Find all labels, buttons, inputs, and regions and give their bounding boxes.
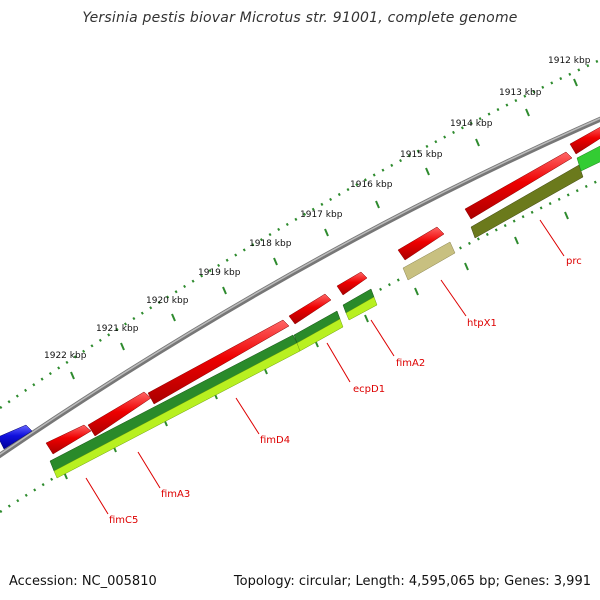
genome-summary: Topology: circular; Length: 4,595,065 bp…	[233, 574, 591, 589]
gene-label-fimA2[interactable]: fimA2	[396, 358, 425, 369]
forward-strand-genes	[0, 125, 600, 455]
gene-reverse-htpX1[interactable]	[402, 241, 456, 281]
inner-ruler-major-ticks	[63, 211, 569, 480]
gene-reverse-fimA2-shade	[345, 296, 378, 321]
gene-labels: fimC5 fimA3 fimD4 ecpD1 fimA2 htpX1 prc	[109, 256, 582, 526]
scale-label: 1913 kbp	[499, 88, 542, 98]
scale-label: 1922 kbp	[44, 351, 87, 361]
gene-reverse-fimC5-shade	[53, 342, 301, 479]
scale-label: 1918 kbp	[249, 239, 292, 249]
gene-reverse-fimC5[interactable]	[49, 334, 298, 472]
gene-forward-htpX1[interactable]	[397, 226, 445, 261]
gene-forward-fimC5[interactable]	[45, 424, 92, 455]
scale-label: 1921 kbp	[96, 324, 139, 334]
scale-label: 1914 kbp	[450, 119, 493, 129]
genome-title: Yersinia pestis biovar Microtus str. 910…	[82, 10, 518, 26]
scale-label: 1915 kbp	[400, 150, 443, 160]
gene-forward-fimA2[interactable]	[336, 271, 368, 296]
accession-label: Accession: NC_005810	[9, 574, 157, 589]
scale-label: 1920 kbp	[146, 296, 189, 306]
gene-label-htpX1[interactable]: htpX1	[467, 318, 497, 329]
gene-label-fimA3[interactable]: fimA3	[161, 489, 190, 500]
gene-label-ecpD1[interactable]: ecpD1	[353, 384, 385, 395]
gene-reverse-ecpD1-shade	[296, 318, 344, 352]
gene-forward-blue[interactable]	[0, 424, 33, 450]
genome-backbone	[0, 116, 600, 459]
gene-label-fimD4[interactable]: fimD4	[260, 435, 290, 446]
gene-label-fimC5[interactable]: fimC5	[109, 515, 138, 526]
gene-reverse-edge[interactable]	[576, 144, 600, 172]
scale-label: 1916 kbp	[350, 180, 393, 190]
scale-labels: 1922 kbp 1921 kbp 1920 kbp 1919 kbp 1918…	[44, 56, 591, 361]
gene-forward-edge[interactable]	[569, 125, 600, 155]
gene-label-leaders	[85, 219, 565, 515]
gene-reverse-prc[interactable]	[470, 164, 584, 239]
gene-forward-fimD4[interactable]	[147, 319, 290, 405]
gene-forward-prc[interactable]	[464, 151, 573, 220]
genome-backbone-highlight	[0, 117, 600, 456]
gene-forward-ecpD1[interactable]	[288, 293, 332, 325]
scale-label: 1917 kbp	[300, 210, 343, 220]
outer-ruler-major-ticks	[70, 78, 578, 380]
outer-ruler-track	[0, 58, 600, 410]
gene-label-prc[interactable]: prc	[566, 256, 582, 267]
scale-label: 1912 kbp	[548, 56, 591, 66]
reverse-strand-genes	[49, 144, 600, 479]
scale-label: 1919 kbp	[198, 268, 241, 278]
